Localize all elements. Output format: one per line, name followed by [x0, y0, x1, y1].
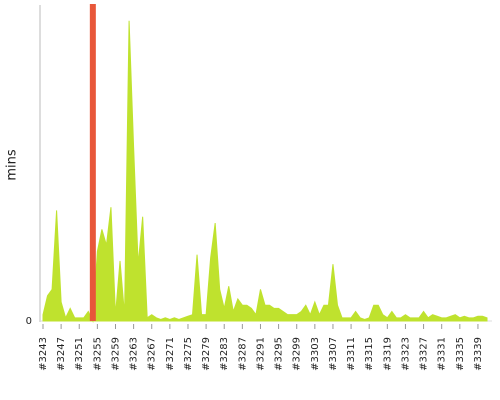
x-tick-label: #3271 [165, 337, 176, 371]
x-tick-label: #3263 [129, 337, 140, 371]
y-axis-label: mins [5, 149, 20, 181]
x-tick-label: #3267 [147, 337, 158, 371]
x-tick-label: #3303 [310, 337, 321, 371]
x-tick-label: #3315 [364, 337, 375, 371]
x-tick-label: #3327 [419, 337, 430, 371]
x-tick-label: #3311 [346, 337, 357, 371]
x-tick-label: #3319 [382, 337, 393, 371]
x-tick-label: #3287 [237, 337, 248, 371]
x-tick-label: #3307 [328, 337, 339, 371]
x-tick-label: #3251 [74, 337, 85, 371]
x-tick-label: #3335 [455, 337, 466, 371]
x-tick-label: #3323 [400, 337, 411, 371]
x-tick-label: #3275 [183, 337, 194, 371]
x-tick-label: #3295 [274, 337, 285, 371]
x-tick-label: #3331 [437, 337, 448, 371]
x-tick-label: #3247 [56, 337, 67, 371]
x-tick-label: #3339 [473, 337, 484, 371]
x-tick-label: #3243 [38, 337, 49, 371]
x-tick-label: #3259 [110, 337, 121, 371]
x-tick-label: #3255 [92, 337, 103, 371]
highlight-marker [89, 4, 96, 321]
y-tick-label: 0 [26, 316, 32, 327]
x-tick-label: #3279 [201, 337, 212, 371]
x-tick-label: #3283 [219, 337, 230, 371]
x-tick-label: #3299 [292, 337, 303, 371]
x-tick-label: #3291 [255, 337, 266, 371]
area [42, 20, 488, 323]
